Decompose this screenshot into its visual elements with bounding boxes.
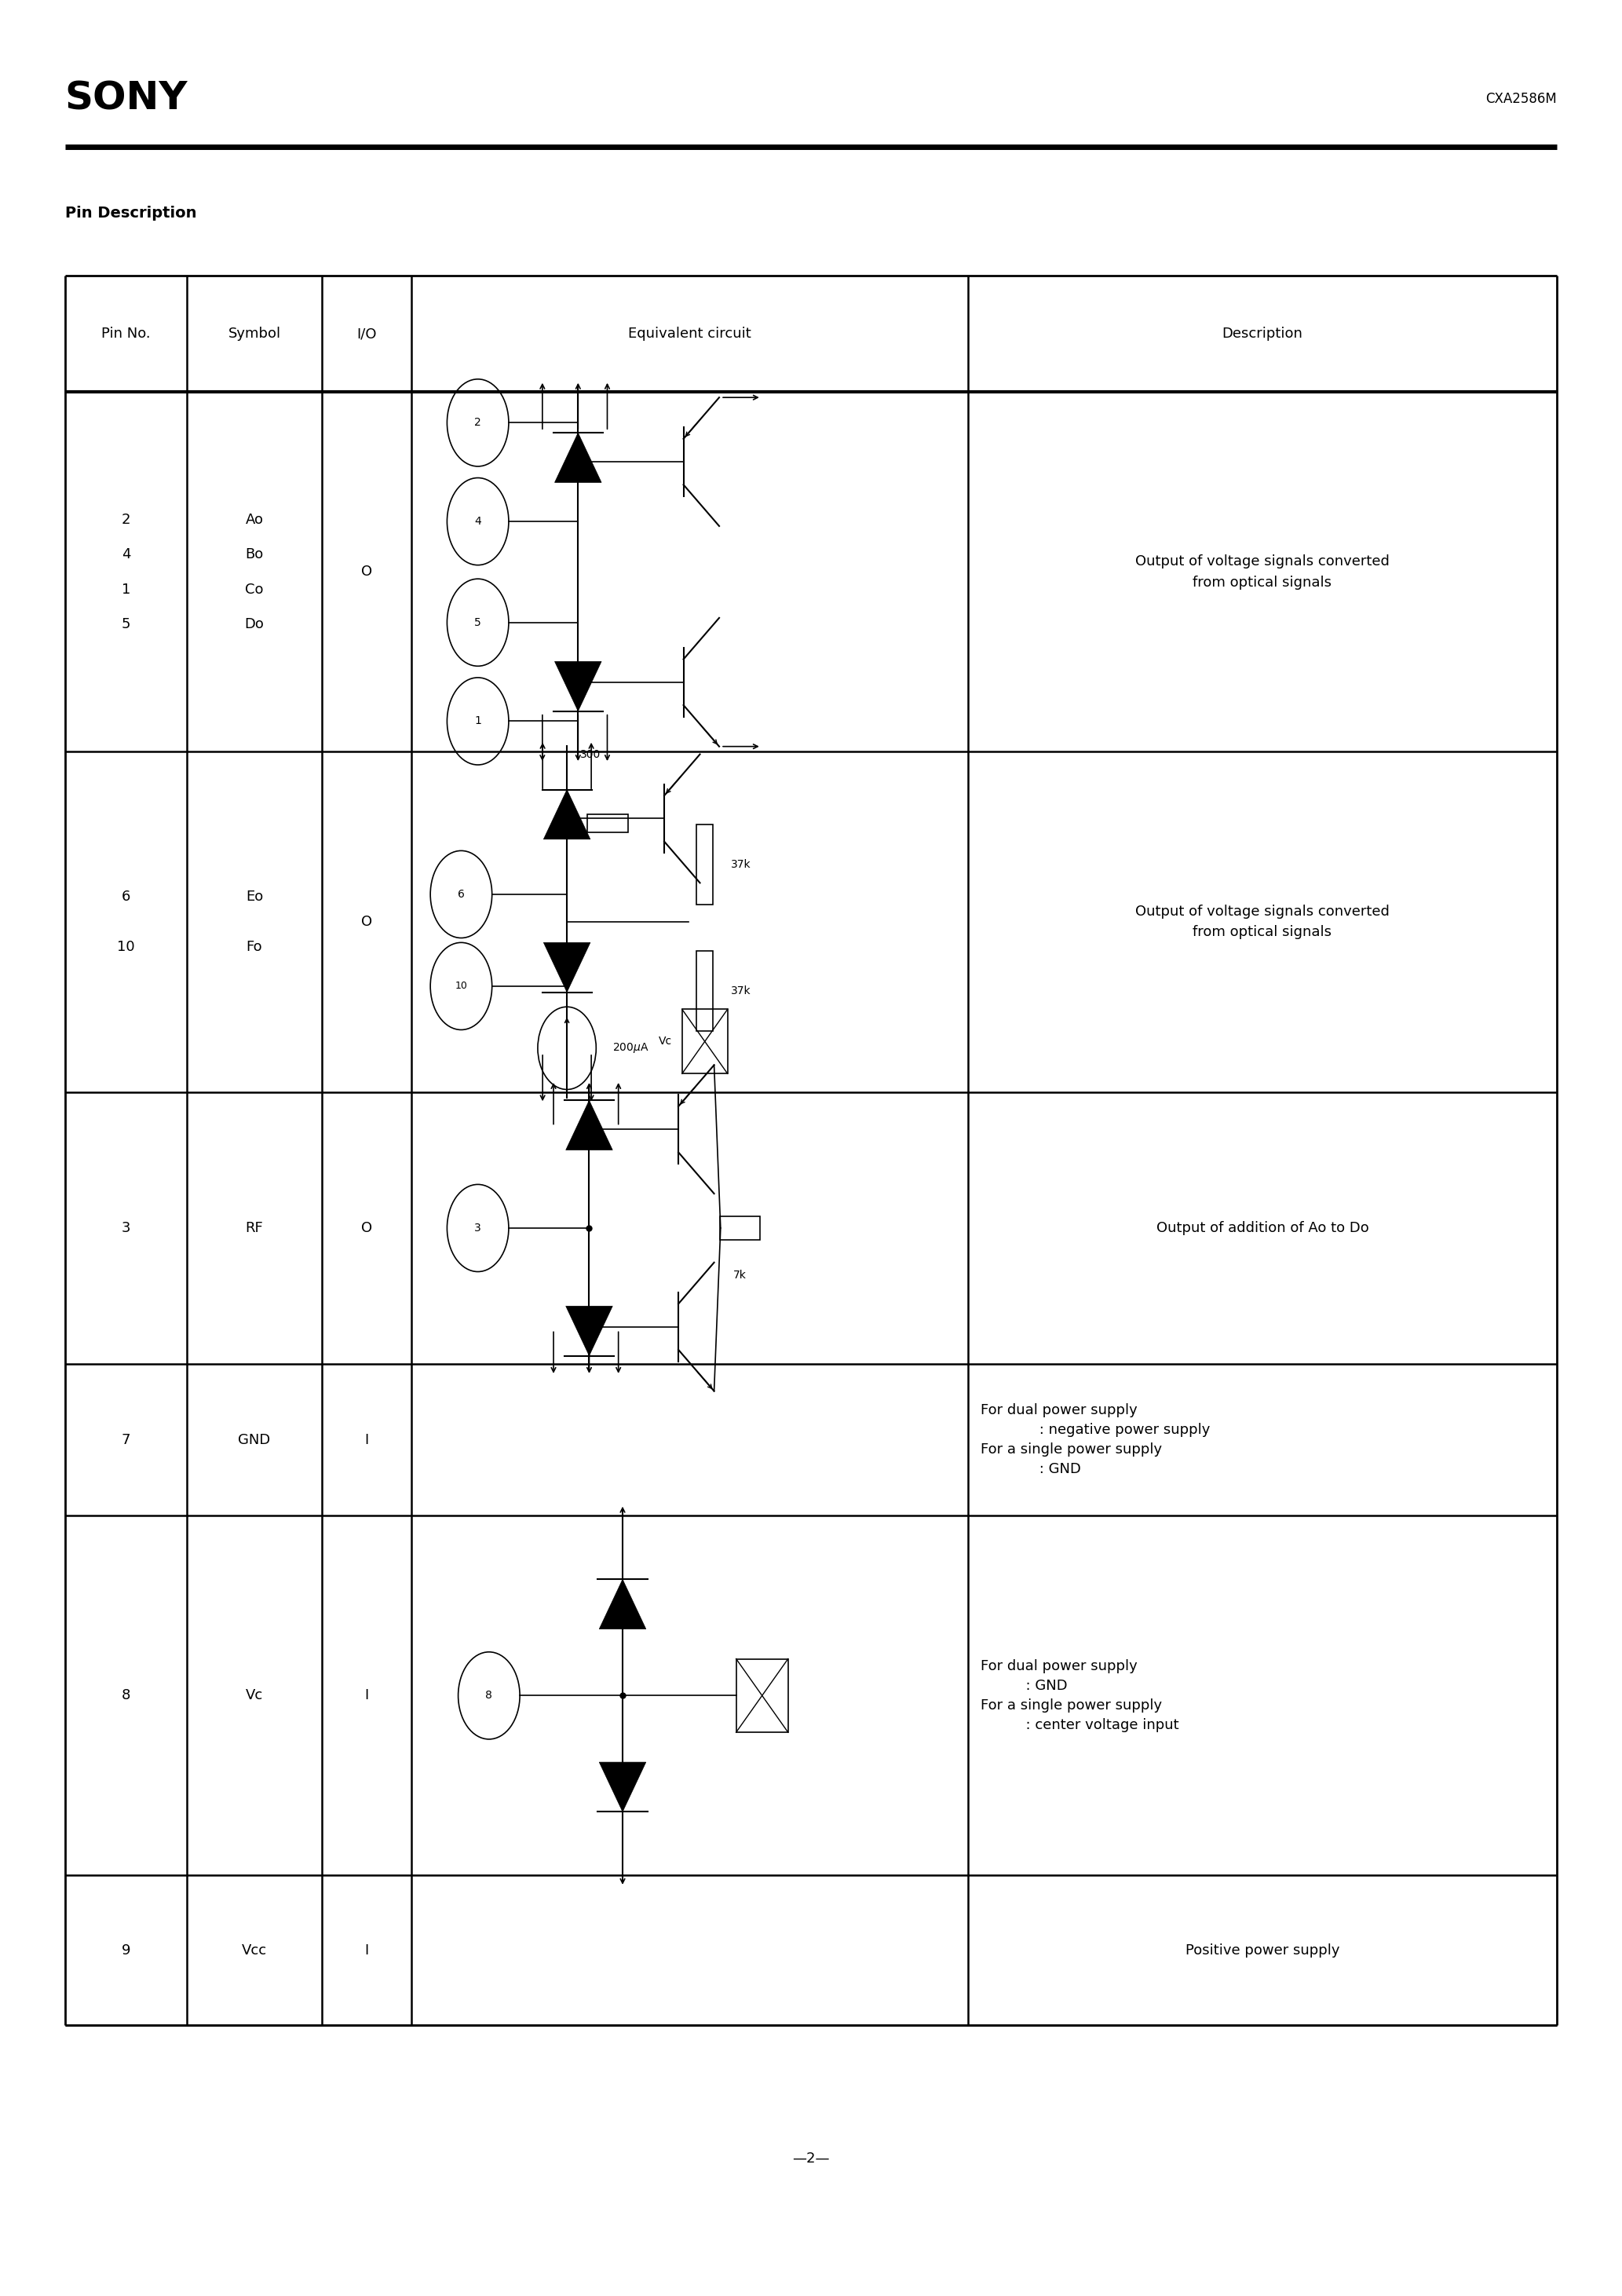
Text: 37k: 37k [732,859,751,870]
Text: SONY: SONY [65,80,188,117]
Polygon shape [555,434,602,482]
Text: I: I [365,1942,368,1956]
Text: I: I [365,1433,368,1446]
Bar [720,1217,761,1240]
Text: 7: 7 [122,1433,131,1446]
Text: 8: 8 [122,1688,130,1704]
Polygon shape [566,1100,613,1150]
Text: Positive power supply: Positive power supply [1186,1942,1340,1956]
Polygon shape [543,790,590,840]
Text: CXA2586M: CXA2586M [1486,92,1557,106]
Text: Pin Description: Pin Description [65,207,196,220]
Polygon shape [555,661,602,712]
Text: 6

10: 6 10 [117,889,135,955]
Text: 3: 3 [122,1221,131,1235]
Text: 37k: 37k [732,985,751,996]
Text: 7k: 7k [733,1270,746,1281]
Text: Vcc: Vcc [242,1942,268,1956]
Polygon shape [543,944,590,992]
Text: 8: 8 [485,1690,493,1701]
Bar [683,1010,728,1075]
Text: RF: RF [245,1221,263,1235]
Text: I/O: I/O [357,326,376,340]
Text: Vc: Vc [245,1688,263,1704]
Text: Pin No.: Pin No. [102,326,151,340]
Text: Symbol: Symbol [229,326,281,340]
Polygon shape [599,1761,646,1812]
Text: Ao

Bo

Co

Do: Ao Bo Co Do [245,512,264,631]
Text: 2

4

1

5: 2 4 1 5 [122,512,131,631]
Text: For dual power supply
          : GND
For a single power supply
          : cent: For dual power supply : GND For a single… [981,1660,1179,1731]
Text: 9: 9 [122,1942,131,1956]
Text: Vc: Vc [659,1035,673,1047]
Text: Output of voltage signals converted
from optical signals: Output of voltage signals converted from… [1135,905,1390,939]
Text: 3: 3 [475,1221,482,1233]
Text: I: I [365,1688,368,1704]
Text: Output of addition of Ao to Do: Output of addition of Ao to Do [1156,1221,1369,1235]
Text: Description: Description [1221,326,1302,340]
Bar [697,951,714,1031]
Polygon shape [599,1580,646,1628]
Text: Equivalent circuit: Equivalent circuit [628,326,751,340]
Text: 2: 2 [475,418,482,429]
Text: 200$\mu$A: 200$\mu$A [613,1042,649,1054]
Text: 10: 10 [454,980,467,992]
Text: GND: GND [238,1433,271,1446]
Bar [736,1658,788,1731]
Text: 6: 6 [457,889,464,900]
Text: O: O [360,565,371,579]
Text: 1: 1 [474,716,482,728]
Text: 300: 300 [581,748,600,760]
Text: —2—: —2— [793,2151,829,2165]
Text: O: O [360,1221,371,1235]
Polygon shape [566,1306,613,1355]
Text: For dual power supply
             : negative power supply
For a single power su: For dual power supply : negative power s… [981,1403,1210,1476]
Text: Eo

Fo: Eo Fo [245,889,263,955]
Bar [697,824,714,905]
Text: 5: 5 [475,618,482,629]
Bar [587,815,628,833]
Text: O: O [360,914,371,930]
Text: 4: 4 [475,517,482,528]
Text: Output of voltage signals converted
from optical signals: Output of voltage signals converted from… [1135,556,1390,590]
